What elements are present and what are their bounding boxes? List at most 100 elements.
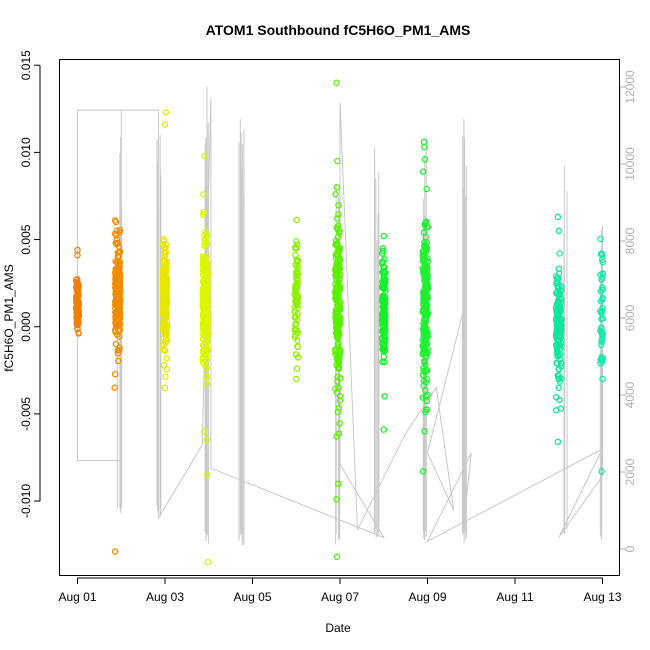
data-point (332, 251, 339, 259)
secondary-tick-label: 10000 (623, 147, 637, 181)
data-point (201, 278, 208, 286)
data-point (597, 360, 604, 367)
y-tick-label: -0.010 (19, 484, 33, 518)
data-point (556, 396, 563, 404)
data-point (160, 284, 168, 292)
data-point (334, 302, 342, 310)
data-point (599, 334, 606, 342)
data-point (598, 468, 605, 475)
data-point (333, 184, 341, 191)
data-point (597, 309, 605, 317)
data-points-layer (72, 79, 607, 566)
data-point (161, 384, 169, 391)
data-point (333, 285, 340, 292)
data-point (74, 276, 81, 283)
data-point (116, 274, 123, 281)
data-point (419, 336, 427, 344)
data-point (336, 229, 343, 237)
data-point (419, 394, 427, 401)
data-point (379, 311, 386, 318)
data-point (74, 307, 81, 314)
data-point (203, 302, 210, 309)
data-point (162, 310, 169, 317)
data-point (74, 295, 81, 302)
data-point (335, 307, 342, 314)
data-point (163, 366, 171, 373)
data-point (332, 385, 339, 392)
data-point (334, 408, 342, 416)
data-point (115, 248, 123, 256)
data-point (74, 283, 81, 290)
data-point (116, 315, 124, 322)
y-tick-label: 0.010 (19, 137, 33, 167)
data-point (333, 496, 340, 503)
data-point (420, 367, 427, 375)
data-point (291, 308, 299, 316)
data-point (201, 152, 208, 160)
data-point (200, 208, 207, 216)
data-point (382, 294, 389, 301)
data-point (421, 219, 429, 227)
data-point (116, 285, 123, 293)
data-point (112, 328, 119, 335)
data-point (598, 356, 605, 364)
data-point (116, 346, 123, 354)
data-point (421, 359, 428, 366)
data-point (74, 309, 81, 317)
secondary-tick-label: 6000 (623, 304, 637, 331)
data-point (422, 308, 430, 315)
data-point (162, 109, 170, 116)
data-point (112, 340, 120, 348)
data-point (423, 185, 430, 193)
data-point (598, 341, 605, 349)
data-point (203, 381, 211, 388)
secondary-tick-label: 4000 (623, 381, 637, 408)
data-point (332, 347, 339, 355)
data-point (335, 340, 342, 348)
data-point (421, 143, 428, 151)
data-point (203, 309, 211, 316)
data-point (116, 259, 124, 266)
data-point (421, 275, 428, 283)
data-point (381, 281, 388, 288)
data-point (204, 558, 212, 566)
data-point (557, 331, 564, 339)
data-point (114, 300, 122, 308)
data-point (292, 245, 299, 252)
data-point (555, 365, 563, 373)
data-point (115, 357, 122, 365)
x-tick-label: Aug 03 (146, 590, 184, 604)
data-point (381, 393, 388, 400)
data-point (203, 356, 210, 363)
plot-box (59, 59, 620, 576)
data-point (202, 349, 209, 357)
data-point (598, 338, 605, 345)
data-point (419, 168, 427, 175)
data-point (424, 257, 431, 265)
data-point (557, 322, 565, 330)
data-point (422, 387, 429, 394)
data-point (202, 290, 209, 297)
data-point (421, 345, 429, 352)
data-point (336, 348, 344, 356)
data-point (421, 322, 428, 329)
data-point (382, 287, 389, 294)
data-point (199, 211, 207, 219)
data-point (334, 157, 341, 165)
data-point (204, 270, 211, 277)
data-point (201, 242, 208, 250)
data-point (554, 300, 561, 307)
data-point (291, 290, 299, 297)
data-point (114, 253, 122, 260)
data-point (335, 202, 342, 209)
data-point (163, 296, 171, 303)
data-point (336, 392, 344, 400)
data-point (203, 436, 210, 444)
data-point (203, 364, 210, 372)
data-point (599, 375, 606, 383)
data-point (554, 213, 562, 221)
data-point (161, 346, 168, 354)
secondary-tick-label: 12000 (623, 70, 637, 104)
data-point (160, 257, 167, 265)
